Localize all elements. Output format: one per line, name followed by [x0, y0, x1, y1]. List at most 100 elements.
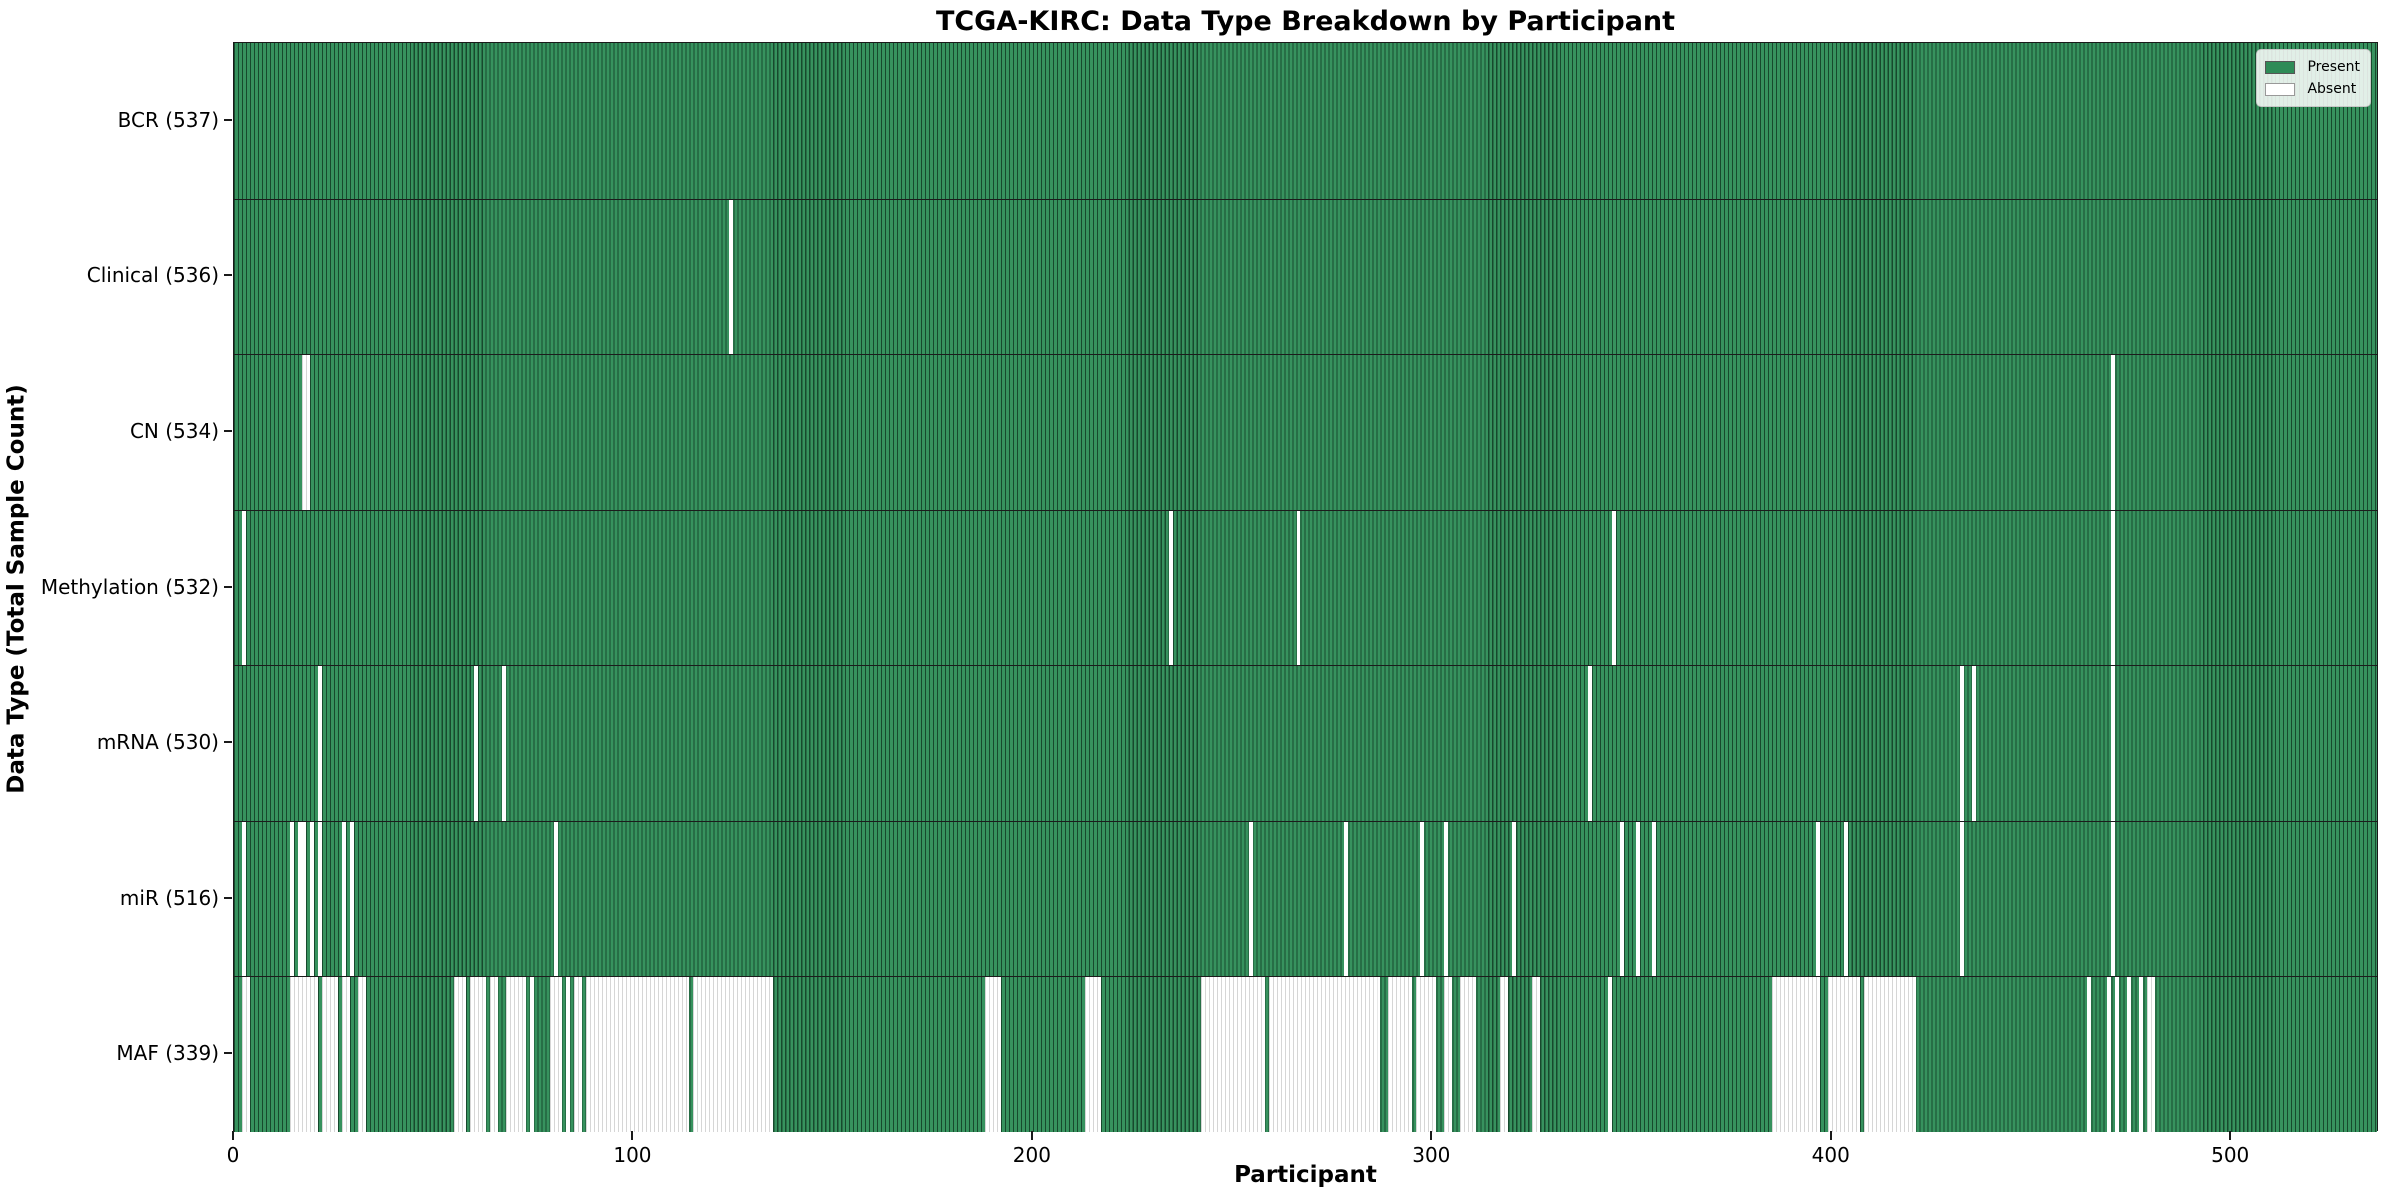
absent-stripe	[984, 977, 1001, 1132]
absent-stripe	[329, 977, 338, 1132]
absent-stripe	[1296, 510, 1301, 666]
absent-stripe	[1959, 666, 1964, 821]
presence-row-MAF	[234, 976, 2377, 1132]
chart-title: TCGA-KIRC: Data Type Breakdown by Partic…	[935, 6, 1676, 37]
absent-stripe	[1652, 821, 1656, 977]
absent-stripe	[321, 977, 330, 1132]
absent-stripe	[1500, 977, 1509, 1132]
absent-stripe	[477, 977, 486, 1132]
y-tick-label: BCR (537)	[117, 107, 219, 132]
presence-row-miR	[234, 820, 2377, 977]
absent-stripe	[301, 355, 310, 510]
absent-stripe	[317, 666, 322, 821]
presence-row-Methylation	[234, 509, 2377, 666]
absent-stripe	[289, 821, 294, 977]
absent-stripe	[341, 821, 346, 977]
absent-stripe	[501, 666, 506, 821]
absent-stripe	[1959, 821, 1964, 977]
y-tick-mark	[224, 429, 232, 432]
absent-stripe	[1620, 821, 1625, 977]
legend-label-absent: Absent	[2307, 81, 2357, 97]
absent-stripe	[241, 977, 250, 1132]
absent-stripe	[2139, 977, 2144, 1132]
absent-stripe	[341, 977, 350, 1132]
absent-stripe	[1248, 821, 1253, 977]
absent-stripe	[1971, 666, 1976, 821]
absent-stripe	[553, 821, 558, 977]
absent-stripe	[565, 977, 570, 1132]
x-tick-mark	[2229, 1131, 2232, 1140]
absent-stripe	[1460, 977, 1477, 1132]
presence-row-BCR	[234, 43, 2377, 199]
absent-stripe	[1168, 510, 1173, 666]
y-tick-mark	[224, 274, 232, 277]
y-tick-label: Methylation (532)	[40, 574, 219, 599]
absent-stripe	[1512, 821, 1517, 977]
x-tick-label: 300	[1412, 1143, 1451, 1167]
y-tick-mark	[224, 1052, 232, 1055]
x-axis-label: Participant	[1234, 1162, 1377, 1188]
presence-row-Clinical	[234, 198, 2377, 355]
legend-item-present: Present	[2265, 56, 2360, 78]
absent-stripe	[453, 977, 466, 1132]
absent-stripe	[2111, 666, 2116, 821]
absent-stripe	[517, 977, 526, 1132]
absent-stripe	[1268, 977, 1381, 1132]
presence-row-CN	[234, 354, 2377, 510]
absent-stripe	[473, 666, 478, 821]
legend-item-absent: Absent	[2265, 78, 2360, 100]
absent-stripe	[693, 977, 774, 1132]
x-tick-mark	[1030, 1131, 1033, 1140]
x-tick-label: 0	[226, 1143, 240, 1167]
y-tick-mark	[224, 896, 232, 899]
absent-stripe	[305, 977, 318, 1132]
absent-stripe	[241, 821, 246, 977]
x-tick-label: 400	[1811, 1143, 1850, 1167]
absent-stripe	[1444, 821, 1449, 977]
absent-stripe	[549, 977, 562, 1132]
y-tick-label: CN (534)	[129, 418, 219, 443]
absent-stripe	[585, 977, 690, 1132]
absent-stripe	[349, 821, 354, 977]
absent-stripe	[1416, 977, 1437, 1132]
absent-stripe	[1388, 977, 1413, 1132]
absent-stripe	[2087, 977, 2092, 1132]
absent-stripe	[1200, 977, 1265, 1132]
presence-row-mRNA	[234, 665, 2377, 821]
absent-stripe	[301, 821, 306, 977]
absent-stripe	[1815, 821, 1820, 977]
absent-stripe	[1608, 977, 1613, 1132]
x-tick-mark	[1829, 1131, 1832, 1140]
legend-swatch-present	[2265, 60, 2296, 74]
absent-stripe	[2107, 977, 2112, 1132]
absent-stripe	[529, 977, 534, 1132]
absent-stripe	[1771, 977, 1820, 1132]
absent-stripe	[505, 977, 518, 1132]
x-tick-label: 100	[613, 1143, 652, 1167]
absent-stripe	[289, 977, 298, 1132]
x-tick-mark	[1430, 1131, 1433, 1140]
absent-stripe	[297, 977, 306, 1132]
x-tick-mark	[232, 1131, 234, 1140]
absent-stripe	[2127, 977, 2132, 1132]
absent-stripe	[297, 821, 302, 977]
absent-stripe	[2111, 510, 2116, 666]
absent-stripe	[1588, 666, 1593, 821]
absent-stripe	[469, 977, 478, 1132]
absent-stripe	[2111, 821, 2116, 977]
absent-stripe	[317, 821, 322, 977]
y-tick-label: mRNA (530)	[96, 730, 219, 755]
absent-stripe	[489, 977, 498, 1132]
legend-swatch-absent	[2265, 82, 2296, 96]
absent-stripe	[573, 977, 582, 1132]
y-tick-mark	[224, 585, 232, 588]
absent-stripe	[1843, 821, 1848, 977]
absent-stripe	[1532, 977, 1541, 1132]
absent-stripe	[1612, 510, 1617, 666]
absent-stripe	[1420, 821, 1425, 977]
absent-stripe	[1444, 977, 1453, 1132]
legend: Present Absent	[2256, 49, 2371, 107]
absent-stripe	[2147, 977, 2156, 1132]
absent-stripe	[1344, 821, 1349, 977]
